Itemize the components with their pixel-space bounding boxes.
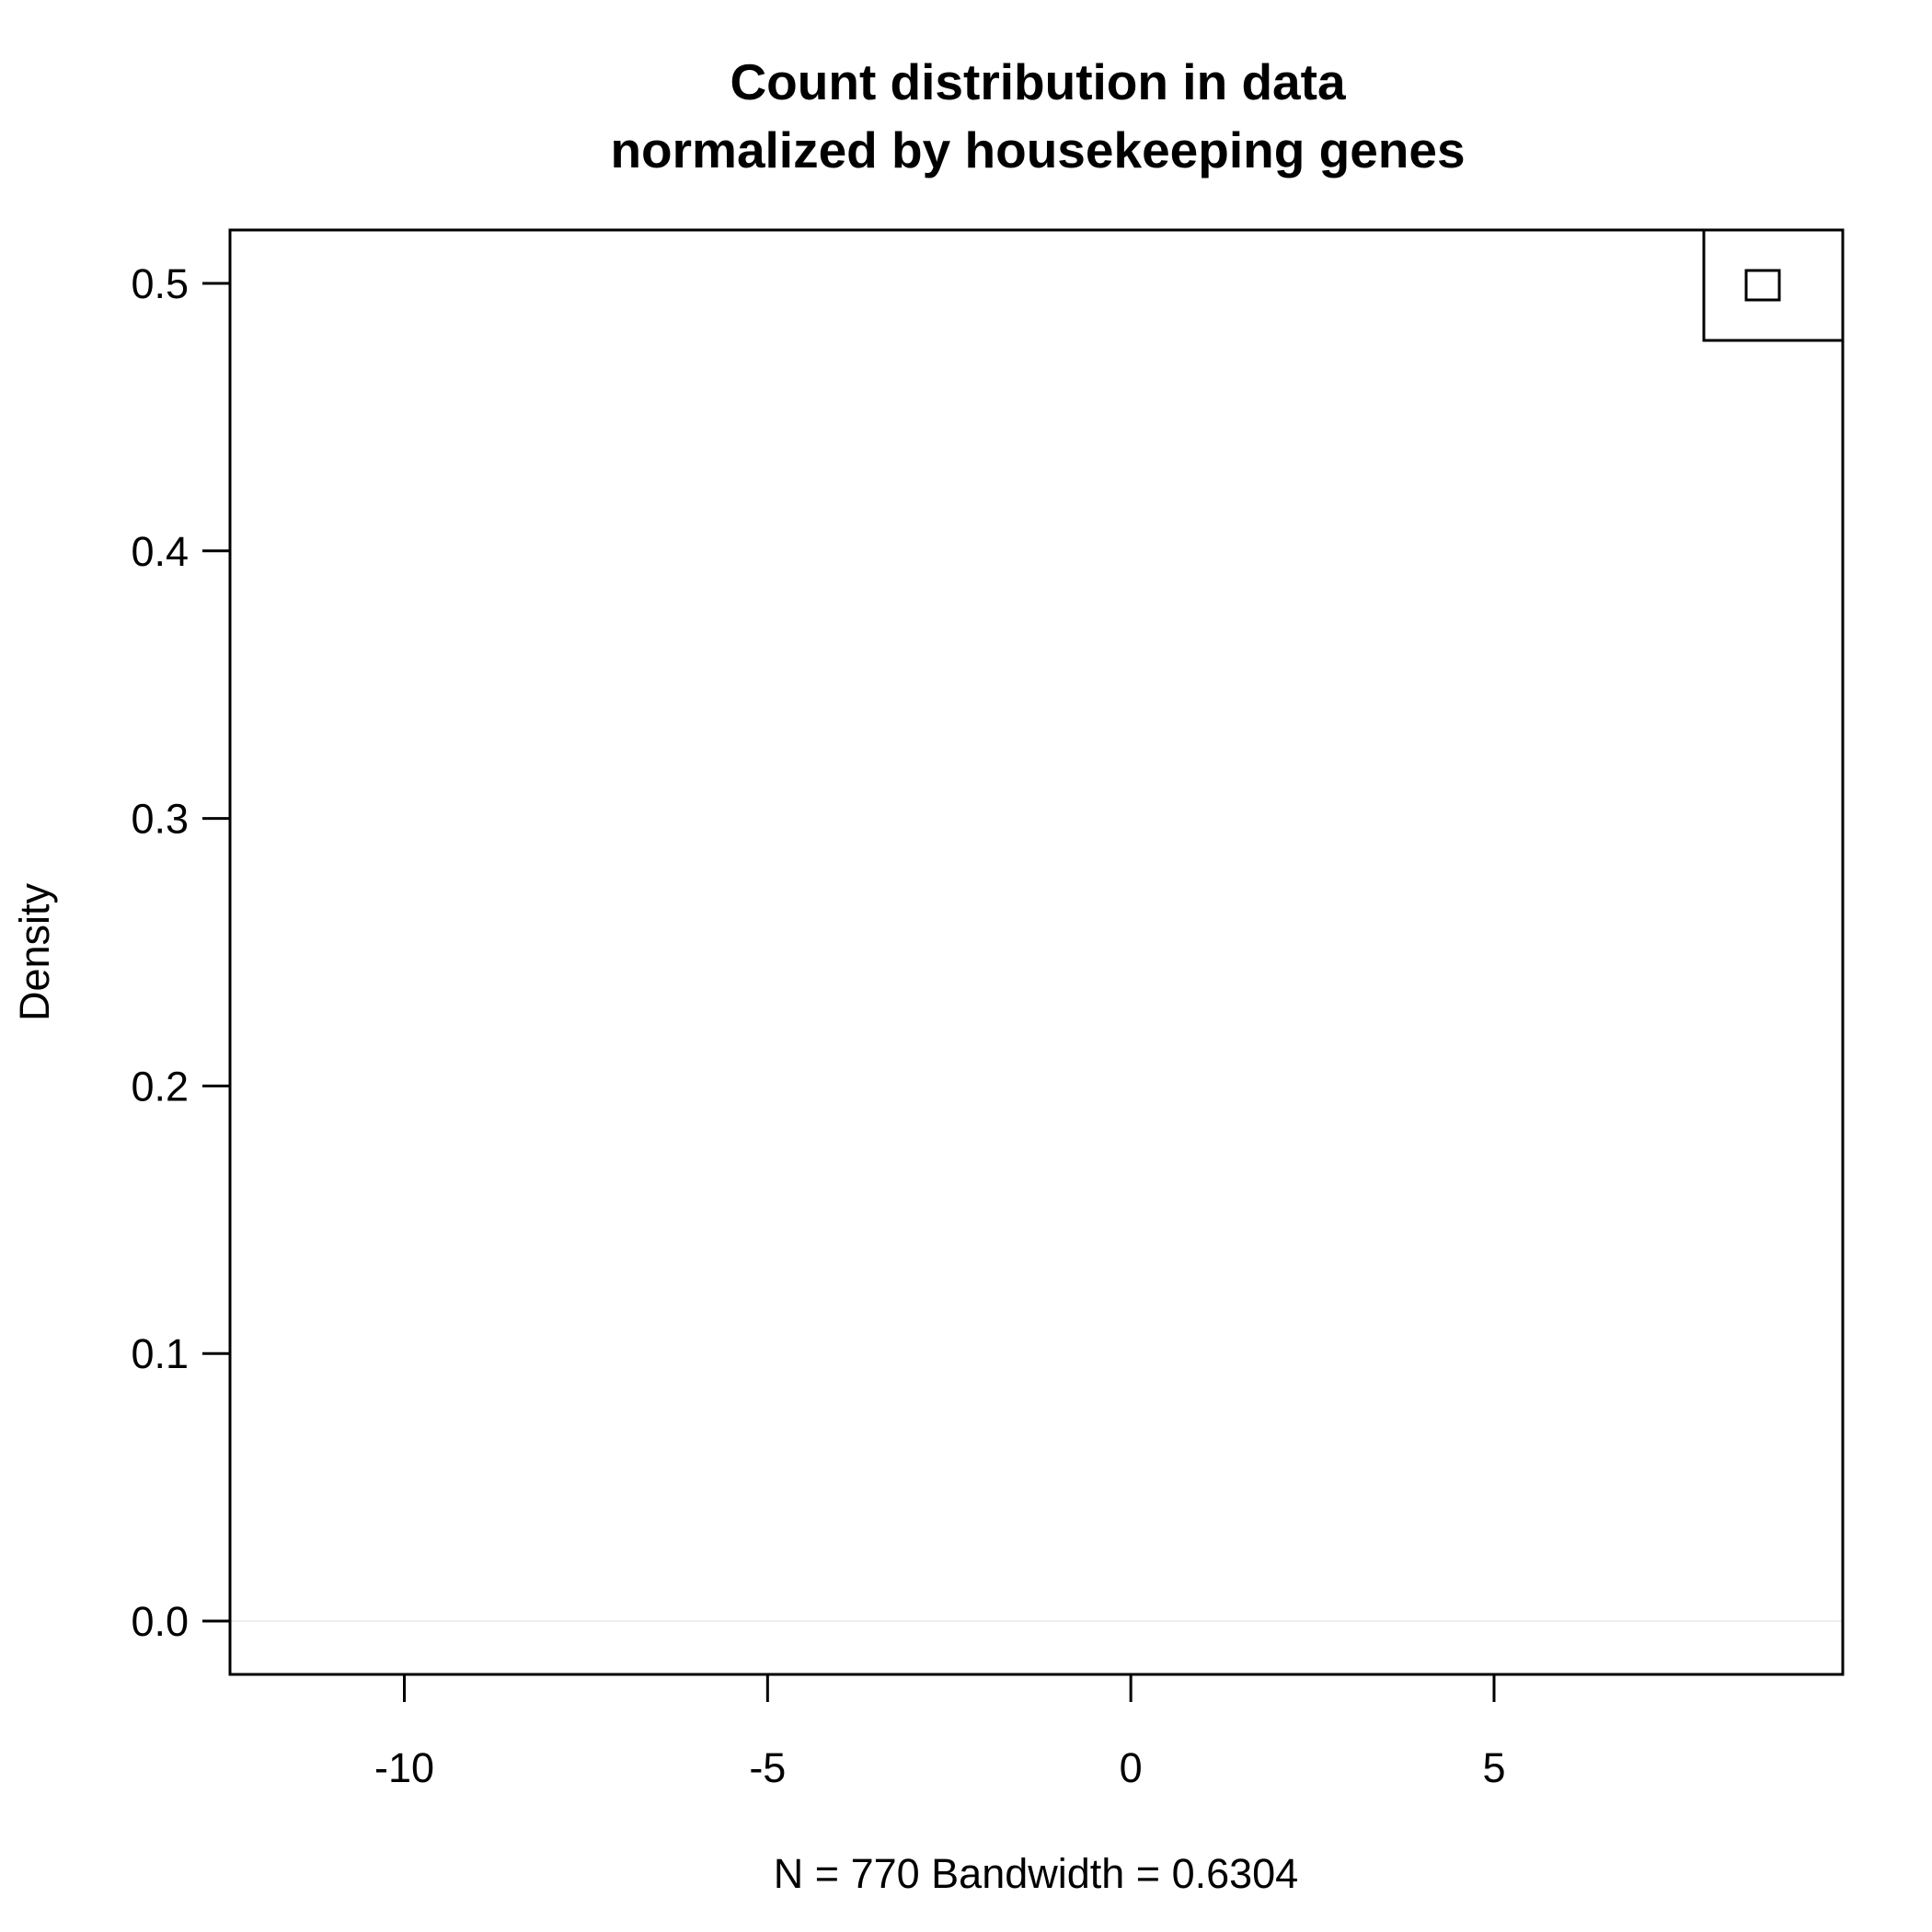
y-tick-label: 0.3 xyxy=(131,796,189,843)
y-tick-label: 0.0 xyxy=(131,1598,189,1645)
y-tick-label: 0.4 xyxy=(131,528,189,575)
x-tick-label: -5 xyxy=(749,1744,786,1791)
x-tick-label: 5 xyxy=(1482,1744,1505,1791)
legend-box xyxy=(1702,228,1845,342)
x-axis-label: N = 770 Bandwidth = 0.6304 xyxy=(774,1850,1298,1897)
x-tick-label: 0 xyxy=(1120,1744,1143,1791)
y-axis-label: Density xyxy=(11,882,58,1021)
legend-key-swatch xyxy=(1744,269,1781,302)
chart-title-line-2: normalized by housekeeping genes xyxy=(610,121,1465,178)
x-axis: -10 -5 0 5 xyxy=(374,1673,1505,1791)
legend xyxy=(1702,228,1845,342)
y-tick-label: 0.5 xyxy=(131,260,189,307)
x-tick-label: -10 xyxy=(374,1744,434,1791)
y-tick-label: 0.1 xyxy=(131,1330,189,1377)
chart-title-line-1: Count distribution in data xyxy=(730,53,1345,110)
y-axis: 0.0 0.1 0.2 0.3 0.4 0.5 xyxy=(131,260,232,1645)
y-tick-label: 0.2 xyxy=(131,1063,189,1110)
